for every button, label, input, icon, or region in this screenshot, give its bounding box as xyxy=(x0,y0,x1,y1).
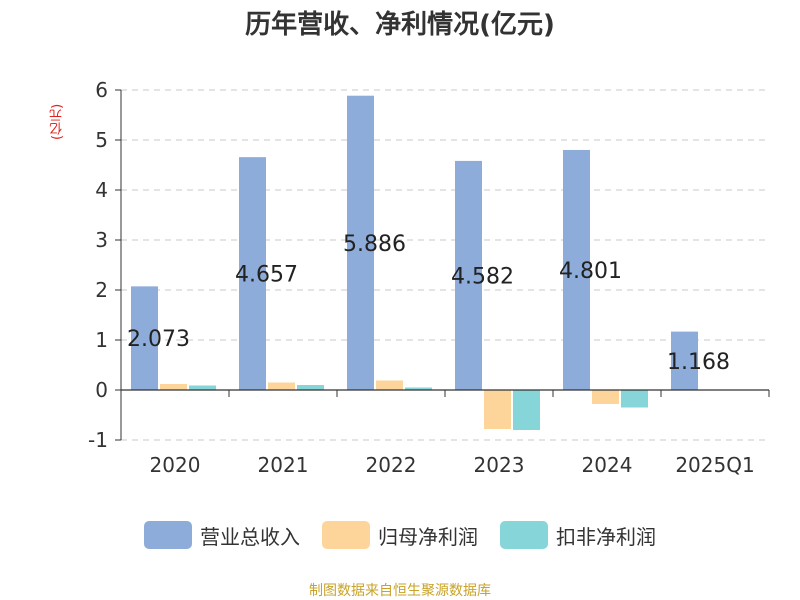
legend-swatch-revenue xyxy=(144,521,192,549)
chart-title: 历年营收、净利情况(亿元) xyxy=(245,10,555,40)
data-label: 2.073 xyxy=(127,327,190,352)
y-tick-label: 4 xyxy=(95,178,108,202)
data-labels: 2.073 4.657 5.886 4.582 4.801 1.168 xyxy=(127,232,730,375)
deducted-profit-bar xyxy=(405,387,432,390)
legend-swatch-deducted-profit xyxy=(500,521,548,549)
data-label: 5.886 xyxy=(343,232,406,257)
net-profit-bar xyxy=(268,382,295,390)
deducted-profit-bar xyxy=(621,390,648,408)
y-tick-label: 2 xyxy=(95,278,108,302)
y-tick-label: 1 xyxy=(95,328,108,352)
net-profit-bar xyxy=(484,390,511,429)
legend-label-net-profit: 归母净利润 xyxy=(378,524,478,549)
data-label: 1.168 xyxy=(667,350,730,375)
data-label: 4.801 xyxy=(559,259,622,284)
legend: 营业总收入 归母净利润 扣非净利润 xyxy=(0,519,800,551)
x-tick-label: 2024 xyxy=(582,453,633,477)
data-label: 4.657 xyxy=(235,263,298,288)
revenue-bar xyxy=(239,157,266,390)
y-tick-label: -1 xyxy=(88,428,108,452)
data-label: 4.582 xyxy=(451,264,514,289)
revenue-bar xyxy=(455,160,482,390)
data-source-note: 制图数据来自恒生聚源数据库 xyxy=(309,583,491,599)
legend-swatch-net-profit xyxy=(322,521,370,549)
net-profit-bar xyxy=(592,390,619,404)
y-tick-label: 6 xyxy=(95,78,108,102)
y-axis: -1 0 1 2 3 4 5 6 xyxy=(88,78,122,452)
y-tick-label: 3 xyxy=(95,228,108,252)
revenue-bar xyxy=(347,95,374,390)
x-tick-label: 2020 xyxy=(150,453,201,477)
x-axis: 2020 2021 2022 2023 2024 2025Q1 xyxy=(120,389,770,477)
y-tick-label: 0 xyxy=(95,378,108,402)
revenue-bar xyxy=(671,331,698,390)
x-tick-label: 2021 xyxy=(258,453,309,477)
net-profit-bar xyxy=(376,380,403,390)
bars xyxy=(131,95,698,430)
x-tick-label: 2025Q1 xyxy=(675,453,754,477)
x-tick-label: 2023 xyxy=(474,453,525,477)
y-tick-label: 5 xyxy=(95,128,108,152)
grid-lines xyxy=(121,89,769,441)
net-profit-bar xyxy=(160,384,187,390)
deducted-profit-bar xyxy=(189,385,216,390)
revenue-bar xyxy=(131,286,158,390)
legend-item-deducted-profit[interactable]: 扣非净利润 xyxy=(500,521,656,550)
legend-label-deducted-profit: 扣非净利润 xyxy=(556,524,656,549)
revenue-bar xyxy=(563,149,590,390)
deducted-profit-bar xyxy=(513,390,540,430)
legend-label-revenue: 营业总收入 xyxy=(200,524,300,549)
legend-item-revenue[interactable]: 营业总收入 xyxy=(144,521,300,550)
x-tick-label: 2022 xyxy=(366,453,417,477)
legend-item-net-profit[interactable]: 归母净利润 xyxy=(322,521,478,550)
deducted-profit-bar xyxy=(297,385,324,390)
